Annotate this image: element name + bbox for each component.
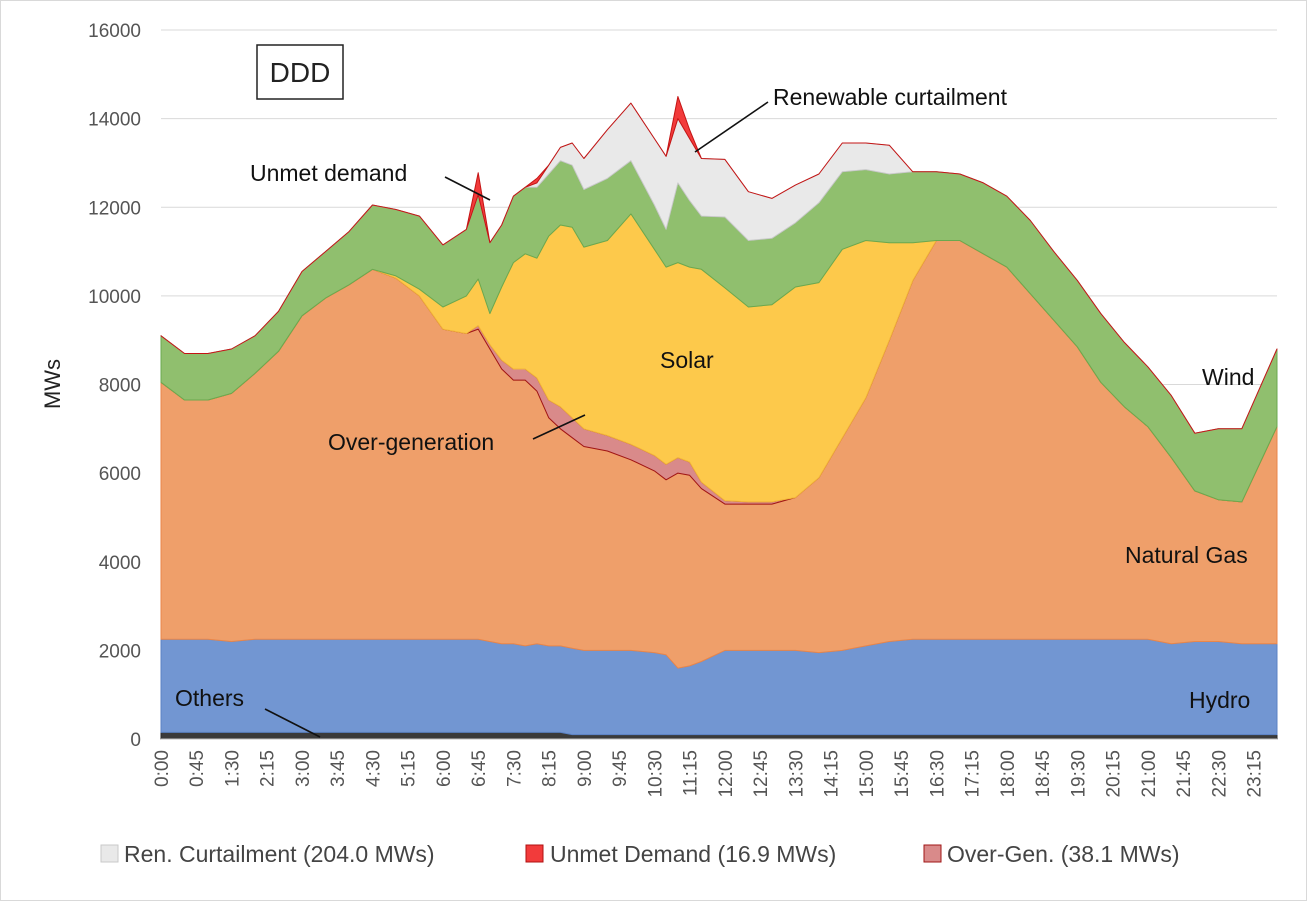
y-tick-label: 2000 xyxy=(99,641,141,662)
x-tick-label: 21:45 xyxy=(1174,750,1195,798)
x-tick-label: 21:00 xyxy=(1139,750,1160,798)
y-tick-label: 12000 xyxy=(88,198,141,219)
y-tick-label: 6000 xyxy=(99,464,141,485)
annotation-others: Others xyxy=(175,685,244,711)
x-tick-label: 8:15 xyxy=(540,750,561,787)
annotation-natural-gas: Natural Gas xyxy=(1125,542,1248,568)
x-tick-label: 20:15 xyxy=(1104,750,1125,798)
annotation-solar: Solar xyxy=(660,347,714,373)
legend-item-unmet-demand: Unmet Demand (16.9 MWs) xyxy=(525,841,836,867)
x-tick-label: 3:00 xyxy=(293,750,314,787)
x-tick-label: 15:00 xyxy=(857,750,878,798)
legend-label-curtailment: Ren. Curtailment (204.0 MWs) xyxy=(124,841,435,867)
x-tick-label: 16:30 xyxy=(927,750,948,798)
legend-label-unmet-demand: Unmet Demand (16.9 MWs) xyxy=(550,841,836,867)
x-tick-label: 14:15 xyxy=(822,750,843,798)
legend-item-curtailment: Ren. Curtailment (204.0 MWs) xyxy=(100,841,435,867)
legend-swatch-curtailment xyxy=(100,844,119,863)
x-axis-ticks: 0:00 0:45 1:30 2:15 3:00 3:45 4:30 5:15 6:00 6:45… xyxy=(152,750,1266,798)
x-tick-label: 13:30 xyxy=(786,750,807,798)
x-tick-label: 12:00 xyxy=(716,750,737,798)
x-tick-label: 6:00 xyxy=(434,750,455,787)
y-tick-label: 0 xyxy=(130,730,141,751)
legend-swatch-unmet-demand xyxy=(525,844,544,863)
others-leader xyxy=(264,708,321,738)
x-tick-label: 5:15 xyxy=(399,750,420,787)
annotation-renewable-curtailment: Renewable curtailment xyxy=(773,84,1008,110)
annotation-unmet-demand: Unmet demand xyxy=(250,160,407,186)
x-tick-label: 3:45 xyxy=(328,750,349,787)
legend: Ren. Curtailment (204.0 MWs) Unmet Deman… xyxy=(100,841,1180,867)
over-generation-leader xyxy=(532,414,586,440)
annotation-leaders xyxy=(264,101,769,738)
x-tick-label: 12:45 xyxy=(751,750,772,798)
title-box: DDD xyxy=(256,44,344,100)
x-tick-label: 6:45 xyxy=(469,750,490,787)
y-tick-label: 16000 xyxy=(88,21,141,42)
y-tick-label: 10000 xyxy=(88,287,141,308)
series-areas xyxy=(160,96,1278,740)
annotation-hydro: Hydro xyxy=(1189,687,1250,713)
x-tick-label: 11:15 xyxy=(681,750,702,796)
x-tick-label: 18:45 xyxy=(1033,750,1054,798)
curtailment-leader xyxy=(694,101,769,153)
x-tick-label: 23:15 xyxy=(1245,750,1266,798)
x-tick-label: 22:30 xyxy=(1209,750,1230,798)
x-tick-label: 17:15 xyxy=(963,750,984,798)
x-tick-label: 0:00 xyxy=(152,750,173,787)
y-axis-ticks: 0 2000 4000 6000 8000 10000 12000 14000 16000 xyxy=(88,21,141,751)
annotation-over-generation: Over-generation xyxy=(328,429,494,455)
x-tick-label: 0:45 xyxy=(187,750,208,787)
x-tick-label: 10:30 xyxy=(645,750,666,798)
title-box-label: DDD xyxy=(270,57,331,88)
legend-item-over-generation: Over-Gen. (38.1 MWs) xyxy=(923,841,1180,867)
x-tick-label: 19:30 xyxy=(1068,750,1089,798)
x-tick-label: 9:00 xyxy=(575,750,596,787)
x-tick-label: 4:30 xyxy=(364,750,385,787)
y-tick-label: 4000 xyxy=(99,553,141,574)
unmet-demand-leader xyxy=(444,176,491,201)
area-unmet-demand xyxy=(160,96,1278,434)
x-tick-label: 15:45 xyxy=(892,750,913,798)
x-tick-label: 9:45 xyxy=(610,750,631,787)
annotations: Renewable curtailment Unmet demand Solar… xyxy=(175,84,1254,713)
x-tick-label: 1:30 xyxy=(223,750,244,787)
y-tick-label: 8000 xyxy=(99,376,141,397)
y-axis-label: MWs xyxy=(40,359,65,409)
x-tick-label: 18:00 xyxy=(998,750,1019,798)
legend-swatch-over-generation xyxy=(923,844,942,863)
y-tick-label: 14000 xyxy=(88,110,141,131)
x-tick-label: 7:30 xyxy=(504,750,525,787)
annotation-wind: Wind xyxy=(1202,364,1254,390)
legend-label-over-generation: Over-Gen. (38.1 MWs) xyxy=(947,841,1180,867)
x-tick-label: 2:15 xyxy=(258,750,279,787)
